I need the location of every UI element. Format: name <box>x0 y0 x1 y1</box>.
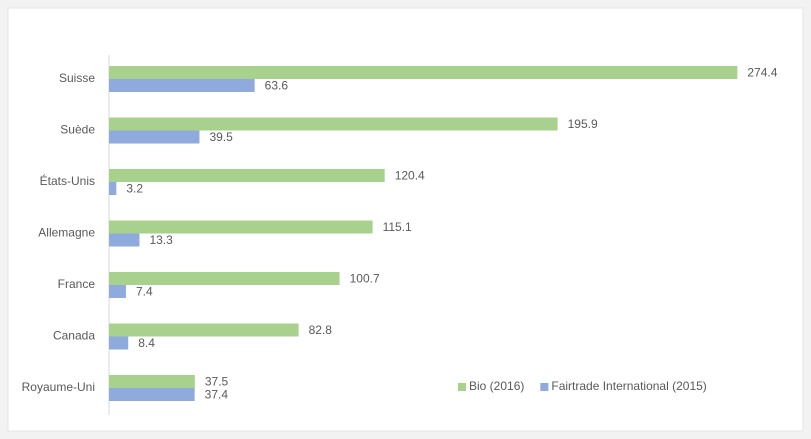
bar <box>109 220 373 234</box>
data-label: 39.5 <box>209 130 233 144</box>
bar <box>109 66 738 79</box>
legend-label: Bio (2016) <box>469 379 524 393</box>
data-label: 82.8 <box>309 323 333 337</box>
bar <box>109 336 129 350</box>
bar <box>109 182 117 195</box>
data-label: 7.4 <box>136 285 153 299</box>
data-label: 37.5 <box>205 375 229 389</box>
data-label: 115.1 <box>383 220 412 234</box>
y-tick-label: États-Unis <box>40 173 95 188</box>
y-tick-label: Canada <box>53 329 95 343</box>
data-label: 274.4 <box>747 66 777 80</box>
data-label: 8.4 <box>138 336 155 350</box>
bar <box>109 375 195 388</box>
bar <box>109 117 558 131</box>
bar <box>109 388 195 401</box>
data-label: 63.6 <box>265 79 289 93</box>
data-label: 13.3 <box>149 233 173 247</box>
y-tick-label: Suisse <box>59 71 95 85</box>
bar <box>109 79 255 92</box>
y-tick-label: France <box>58 277 96 291</box>
bar <box>109 233 140 247</box>
y-tick-label: Royaume-Uni <box>22 380 95 394</box>
y-tick-label: Allemagne <box>38 226 95 240</box>
data-label: 3.2 <box>126 182 143 196</box>
legend-swatch <box>540 383 549 391</box>
bar <box>109 323 299 337</box>
bar <box>109 130 200 144</box>
data-label: 120.4 <box>395 169 425 183</box>
bar <box>109 285 126 298</box>
data-label: 195.9 <box>568 117 598 131</box>
legend-label: Fairtrade International (2015) <box>551 379 706 393</box>
y-tick-label: Suède <box>60 123 95 137</box>
legend-swatch <box>458 383 466 391</box>
data-label: 37.4 <box>205 388 229 402</box>
data-label: 100.7 <box>350 272 380 286</box>
bar <box>109 272 340 285</box>
bar <box>109 169 385 182</box>
